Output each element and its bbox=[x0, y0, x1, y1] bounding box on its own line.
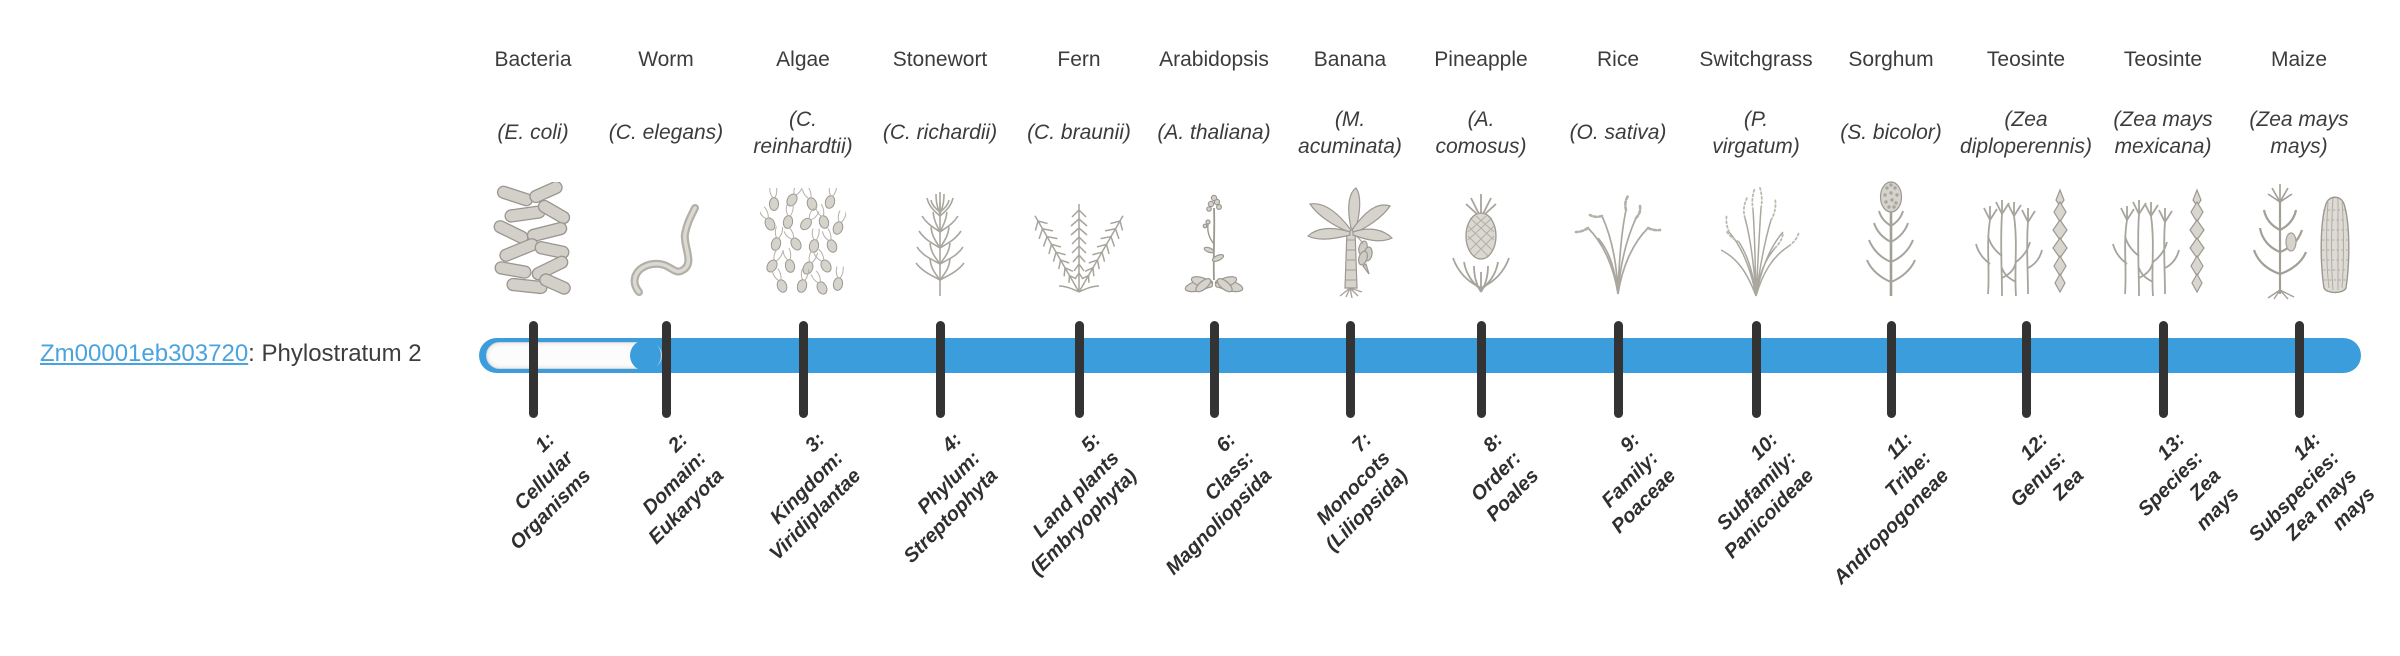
organism-scientific-name: (C. richardii) bbox=[882, 121, 998, 145]
gene-id-link[interactable]: Zm00001eb303720 bbox=[40, 340, 249, 367]
organism-common-name: Algae bbox=[776, 48, 830, 71]
organism-scientific-name: (S. bicolor) bbox=[1840, 121, 1942, 145]
organism-common-name: Switchgrass bbox=[1699, 48, 1813, 71]
teosinte-icon bbox=[2103, 170, 2223, 300]
worm-icon bbox=[606, 170, 726, 300]
organism-scientific-name-wrap: (C. richardii) bbox=[865, 90, 1015, 176]
organism-common-name: Bacteria bbox=[494, 48, 572, 71]
organism-scientific-name: (C. elegans) bbox=[608, 121, 724, 145]
organism-common-name: Sorghum bbox=[1848, 48, 1934, 71]
organism-scientific-name-wrap: (Zea diploperennis) bbox=[1951, 90, 2101, 176]
organism-scientific-name: (P. virgatum) bbox=[1712, 107, 1800, 158]
stratum-tick bbox=[1209, 321, 1219, 418]
organism-scientific-name-wrap: (C. braunii) bbox=[1004, 90, 1154, 176]
organism-scientific-name-wrap: (Zea mays mays) bbox=[2224, 90, 2374, 176]
organism-common-name: Worm bbox=[638, 48, 694, 71]
stratum-tick bbox=[2294, 321, 2304, 418]
organism-common-name: Teosinte bbox=[1986, 48, 2066, 71]
organism-scientific-name-wrap: (A. thaliana) bbox=[1139, 90, 1289, 176]
maize-icon bbox=[2239, 170, 2359, 300]
algae-icon bbox=[743, 170, 863, 300]
sorghum-icon bbox=[1831, 170, 1951, 300]
pineapple-icon bbox=[1421, 170, 1541, 300]
stratum-tick bbox=[1476, 321, 1486, 418]
gene-label: Zm00001eb303720: Phylostratum 2 bbox=[40, 336, 422, 372]
organism-scientific-name-wrap: (C. reinhardtii) bbox=[728, 90, 878, 176]
organism-scientific-name: (Zea diploperennis) bbox=[1960, 107, 2092, 158]
stratum-tick bbox=[1074, 321, 1084, 418]
organism-scientific-name: (A. comosus) bbox=[1435, 107, 1527, 158]
stratum-tick bbox=[528, 321, 538, 418]
organism-scientific-name-wrap: (A. comosus) bbox=[1406, 90, 1556, 176]
track-origin-marker bbox=[630, 340, 661, 371]
stratum-tick bbox=[935, 321, 945, 418]
stonewort-icon bbox=[880, 170, 1000, 300]
organism-scientific-name: (C. reinhardtii) bbox=[753, 107, 853, 158]
stratum-tick bbox=[2158, 321, 2168, 418]
organism-scientific-name: (A. thaliana) bbox=[1157, 121, 1271, 145]
organism-scientific-name: (Zea mays mays) bbox=[2249, 107, 2349, 158]
organism-common-name: Stonewort bbox=[892, 48, 988, 71]
switchgrass-icon bbox=[1696, 170, 1816, 300]
organism-common-name: Fern bbox=[1057, 48, 1101, 71]
phylostrata-track-bar bbox=[479, 338, 2361, 373]
organism-scientific-name: (Zea mays mexicana) bbox=[2113, 107, 2213, 158]
fern-icon bbox=[1019, 170, 1139, 300]
teosinte-icon bbox=[1966, 170, 2086, 300]
stratum-tick bbox=[1345, 321, 1355, 418]
organism-common-name: Maize bbox=[2270, 48, 2328, 71]
stratum-tick bbox=[1613, 321, 1623, 418]
banana-icon bbox=[1290, 170, 1410, 300]
organism-scientific-name-wrap: (S. bicolor) bbox=[1816, 90, 1966, 176]
rice-icon bbox=[1558, 170, 1678, 300]
organism-scientific-name: (E. coli) bbox=[497, 121, 569, 145]
stratum-tick bbox=[1886, 321, 1896, 418]
organism-scientific-name-wrap: (P. virgatum) bbox=[1681, 90, 1831, 176]
stratum-tick bbox=[798, 321, 808, 418]
organism-scientific-name-wrap: (E. coli) bbox=[458, 90, 608, 176]
organism-common-name: Banana bbox=[1313, 48, 1387, 71]
organism-scientific-name: (O. sativa) bbox=[1569, 121, 1667, 145]
organism-scientific-name-wrap: (M. acuminata) bbox=[1275, 90, 1425, 176]
stratum-tick bbox=[661, 321, 671, 418]
stratum-tick bbox=[1751, 321, 1761, 418]
organism-common-name: Arabidopsis bbox=[1159, 48, 1269, 71]
organism-scientific-name: (C. braunii) bbox=[1027, 121, 1131, 145]
organism-common-name: Rice bbox=[1596, 48, 1639, 71]
organism-common-name: Pineapple bbox=[1434, 48, 1528, 71]
organism-scientific-name: (M. acuminata) bbox=[1298, 107, 1402, 158]
arabidopsis-icon bbox=[1154, 170, 1274, 300]
gene-phylostratum-text: : Phylostratum 2 bbox=[248, 340, 422, 367]
organism-common-name: Teosinte bbox=[2123, 48, 2203, 71]
stratum-tick bbox=[2021, 321, 2031, 418]
organism-scientific-name-wrap: (Zea mays mexicana) bbox=[2088, 90, 2238, 176]
organism-scientific-name-wrap: (C. elegans) bbox=[591, 90, 741, 176]
organism-scientific-name-wrap: (O. sativa) bbox=[1543, 90, 1693, 176]
bacteria-icon bbox=[473, 170, 593, 300]
